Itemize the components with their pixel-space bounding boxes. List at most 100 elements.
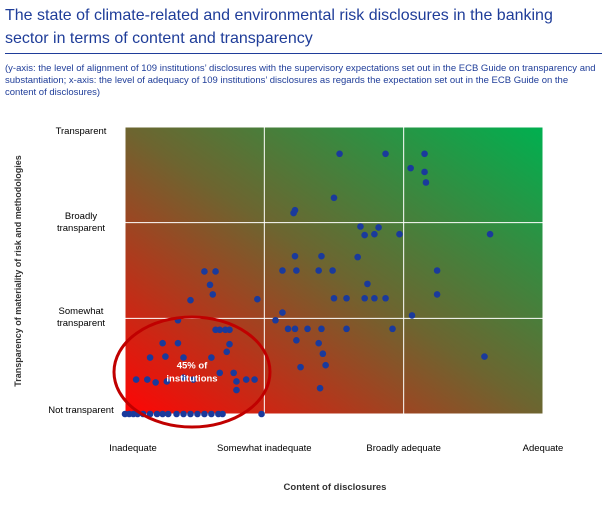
y-tick-label: Transparent bbox=[55, 126, 107, 137]
point bbox=[208, 354, 215, 361]
x-tick-label: Inadequate bbox=[109, 443, 157, 454]
point bbox=[223, 348, 231, 356]
point bbox=[212, 268, 219, 275]
point bbox=[382, 294, 389, 302]
point bbox=[364, 280, 371, 288]
point bbox=[254, 295, 261, 303]
point bbox=[291, 325, 299, 333]
point bbox=[153, 410, 161, 418]
chart-subtitle: (y-axis: the level of alignment of 109 i… bbox=[5, 63, 596, 98]
point bbox=[146, 410, 154, 418]
y-tick-label: Not transparent bbox=[48, 405, 114, 416]
point bbox=[173, 410, 180, 418]
title-rule bbox=[5, 53, 602, 54]
point bbox=[233, 378, 240, 385]
y-axis-label: Transparency of materiality of risk and … bbox=[13, 155, 23, 387]
annotation: institutions bbox=[166, 374, 217, 385]
point bbox=[371, 230, 378, 238]
point bbox=[164, 410, 172, 418]
point bbox=[132, 376, 140, 383]
point bbox=[146, 354, 154, 361]
point bbox=[163, 378, 171, 385]
point bbox=[304, 325, 311, 333]
point bbox=[159, 410, 166, 418]
point bbox=[316, 384, 324, 392]
point bbox=[233, 386, 240, 394]
point bbox=[481, 353, 488, 360]
x-axis-label: Content of disclosures bbox=[283, 482, 387, 493]
point bbox=[330, 294, 338, 302]
point bbox=[361, 231, 368, 239]
x-tick-label: Adequate bbox=[522, 443, 564, 454]
point bbox=[354, 253, 361, 261]
point bbox=[357, 223, 364, 230]
x-tick-label: Broadly adequate bbox=[366, 443, 441, 454]
point bbox=[318, 325, 325, 333]
point bbox=[433, 267, 441, 274]
point bbox=[187, 410, 194, 418]
point bbox=[174, 339, 182, 347]
point bbox=[180, 354, 187, 361]
point bbox=[291, 252, 299, 260]
point bbox=[226, 340, 233, 348]
point bbox=[293, 267, 300, 274]
point bbox=[343, 325, 350, 333]
point bbox=[422, 179, 430, 186]
point bbox=[189, 376, 197, 383]
point bbox=[336, 150, 343, 158]
point bbox=[180, 374, 187, 381]
chart-title: The state of climate-related and environ… bbox=[5, 7, 553, 47]
point bbox=[330, 194, 338, 202]
point bbox=[206, 281, 214, 289]
annotation: 45% of bbox=[177, 361, 208, 372]
point bbox=[162, 353, 169, 360]
point bbox=[329, 267, 336, 274]
point bbox=[396, 230, 403, 238]
point bbox=[389, 325, 396, 333]
point bbox=[258, 410, 265, 418]
point bbox=[187, 296, 194, 304]
highlight-ellipse bbox=[112, 315, 272, 429]
point bbox=[251, 376, 258, 383]
point bbox=[284, 325, 292, 333]
point bbox=[421, 168, 428, 176]
point bbox=[180, 410, 187, 418]
point bbox=[201, 268, 208, 275]
point bbox=[152, 379, 159, 386]
y-tick-label: Somewhat transparent bbox=[56, 306, 106, 330]
point bbox=[209, 291, 217, 298]
point bbox=[293, 337, 300, 344]
point bbox=[279, 309, 286, 316]
point bbox=[219, 410, 226, 418]
point bbox=[226, 326, 233, 334]
point bbox=[371, 294, 378, 302]
point bbox=[408, 312, 416, 319]
point bbox=[319, 350, 327, 358]
point bbox=[272, 316, 279, 324]
point bbox=[242, 376, 250, 383]
point bbox=[421, 150, 428, 158]
point bbox=[216, 369, 224, 377]
point bbox=[486, 230, 494, 238]
point bbox=[343, 294, 350, 302]
point bbox=[315, 267, 322, 274]
x-tick-label: Somewhat inadequate bbox=[217, 443, 312, 454]
point bbox=[201, 410, 208, 418]
point bbox=[208, 410, 215, 418]
point bbox=[375, 224, 382, 231]
point bbox=[194, 410, 201, 418]
point bbox=[322, 361, 329, 369]
point bbox=[297, 363, 304, 371]
point bbox=[159, 339, 166, 347]
point bbox=[290, 209, 297, 217]
point bbox=[216, 326, 224, 334]
point bbox=[407, 164, 414, 172]
y-tick-label: Broadly transparent bbox=[56, 210, 106, 234]
point bbox=[315, 339, 322, 347]
point bbox=[318, 252, 325, 260]
point bbox=[361, 294, 368, 302]
point bbox=[279, 267, 286, 274]
point bbox=[143, 376, 151, 383]
